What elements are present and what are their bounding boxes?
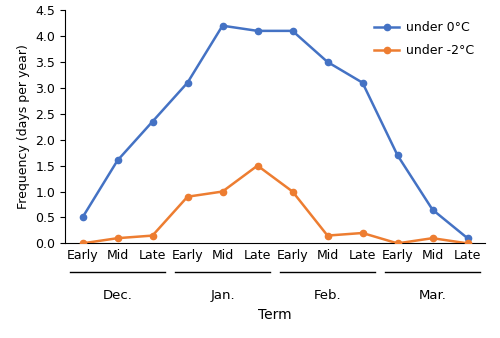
- under -2°C: [150, 234, 156, 238]
- Text: Feb.: Feb.: [314, 289, 342, 302]
- under -2°C: [430, 236, 436, 240]
- under 0°C: [184, 81, 190, 85]
- Text: Dec.: Dec.: [102, 289, 132, 302]
- under 0°C: [80, 215, 86, 219]
- under 0°C: [290, 29, 296, 33]
- Text: Term: Term: [258, 308, 292, 321]
- under 0°C: [430, 208, 436, 212]
- Line: under -2°C: under -2°C: [80, 163, 470, 246]
- under -2°C: [360, 231, 366, 235]
- under 0°C: [464, 236, 470, 240]
- under 0°C: [220, 24, 226, 28]
- under 0°C: [360, 81, 366, 85]
- under -2°C: [464, 241, 470, 245]
- Text: Mar.: Mar.: [418, 289, 446, 302]
- under -2°C: [220, 190, 226, 194]
- Y-axis label: Frequency (days per year): Frequency (days per year): [16, 44, 30, 209]
- under 0°C: [324, 60, 330, 64]
- under -2°C: [184, 195, 190, 199]
- Legend: under 0°C, under -2°C: under 0°C, under -2°C: [370, 16, 479, 63]
- under 0°C: [394, 153, 400, 157]
- Text: Jan.: Jan.: [210, 289, 235, 302]
- under -2°C: [324, 234, 330, 238]
- Line: under 0°C: under 0°C: [80, 23, 470, 241]
- under -2°C: [254, 164, 260, 168]
- under -2°C: [290, 190, 296, 194]
- under 0°C: [254, 29, 260, 33]
- under -2°C: [114, 236, 120, 240]
- under 0°C: [114, 159, 120, 163]
- under -2°C: [394, 241, 400, 245]
- under 0°C: [150, 120, 156, 124]
- under -2°C: [80, 241, 86, 245]
